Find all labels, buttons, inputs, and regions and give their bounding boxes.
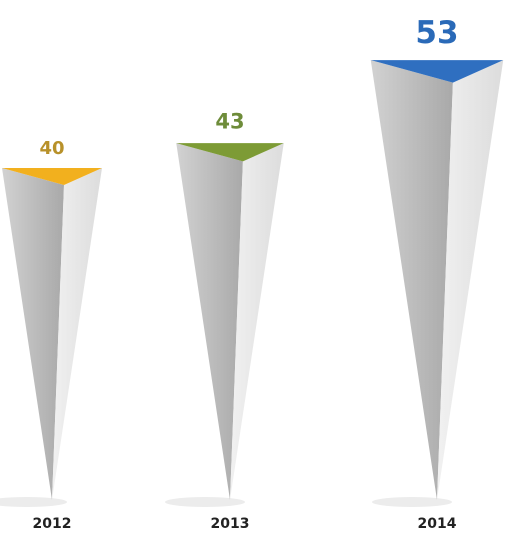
pyramid-top — [370, 60, 504, 83]
pyramid-left-face — [2, 168, 64, 500]
pyramid-top — [2, 168, 102, 185]
pyramid-top — [176, 143, 284, 162]
pyramid-right-face — [437, 60, 504, 500]
category-label: 2013 — [211, 516, 250, 532]
category-label: 2014 — [418, 516, 457, 532]
pyramid-right-face — [52, 168, 102, 500]
value-label: 40 — [39, 138, 64, 159]
category-label: 2012 — [33, 516, 72, 532]
value-label: 53 — [415, 15, 458, 51]
pyramid-right-face — [230, 143, 284, 500]
pyramid-left-face — [370, 60, 453, 500]
pyramid-left-face — [176, 143, 243, 500]
shadow — [0, 497, 67, 507]
shadow — [372, 497, 452, 507]
value-label: 43 — [215, 110, 244, 134]
shadow — [165, 497, 245, 507]
